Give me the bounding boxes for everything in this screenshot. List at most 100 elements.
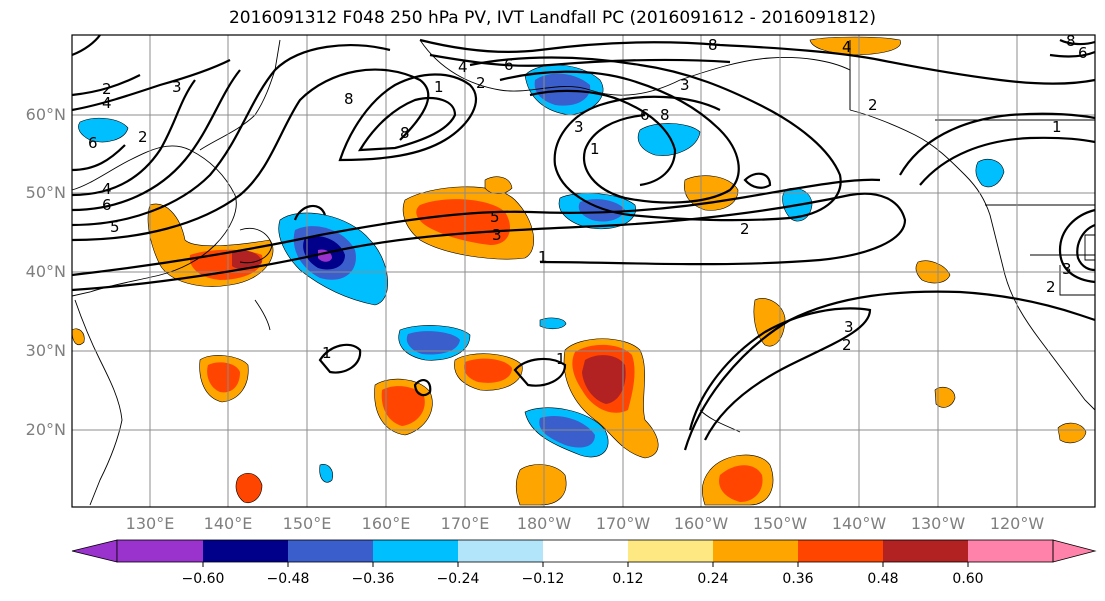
contour-label: 2: [476, 74, 486, 92]
contour-label: 3: [574, 118, 584, 136]
positive-anomaly-region: [809, 36, 901, 56]
colorbar-tick-label: −0.36: [351, 571, 395, 587]
contour-label: 1: [538, 248, 548, 266]
contour-label: 8: [344, 90, 354, 108]
longitude-label: 140°E: [203, 514, 253, 533]
longitude-label: 180°W: [516, 514, 572, 533]
colorbar-extend-high: [1052, 539, 1097, 563]
negative-anomaly-region: [637, 123, 701, 156]
colorbar-segment: [628, 540, 713, 562]
colorbar-tick-label: 0.36: [782, 571, 814, 587]
positive-anomaly-region: [934, 386, 956, 408]
contour-label: 3: [492, 226, 502, 244]
colorbar-tick-label: −0.12: [521, 571, 565, 587]
contour-label: 1: [590, 140, 600, 158]
contour-label: 4: [842, 38, 852, 56]
map-frame: [71, 34, 1096, 508]
colorbar-segment: [373, 540, 458, 562]
pv-anomaly-fills: [71, 36, 1087, 506]
longitude-label: 130°W: [910, 514, 966, 533]
contour-label: 8: [1066, 32, 1076, 50]
contour-label: 6: [102, 196, 112, 214]
contour-label: 8: [660, 106, 670, 124]
negative-anomaly-region: [406, 331, 460, 355]
latitude-label: 50°N: [25, 183, 66, 202]
contour-label: 2: [138, 128, 148, 146]
colorbar-tick-label: 0.12: [612, 571, 644, 587]
colorbar-segment: [458, 540, 543, 562]
positive-anomaly-region: [232, 250, 262, 270]
colorbar-tick-label: 0.60: [952, 571, 984, 587]
colorbar-segment: [203, 540, 288, 562]
colorbar-tick-label: 0.48: [867, 571, 899, 587]
contour-label: 1: [434, 78, 444, 96]
longitude-label: 150°E: [282, 514, 332, 533]
longitude-label: 160°E: [361, 514, 411, 533]
positive-anomaly-region: [207, 362, 240, 393]
contour-label: 8: [400, 124, 410, 142]
latitude-label: 30°N: [25, 341, 66, 360]
positive-anomaly-region: [1057, 422, 1087, 444]
contour-label: 2: [102, 80, 112, 98]
negative-anomaly-region: [534, 73, 591, 106]
colorbar-segment: [883, 540, 968, 562]
colorbar-tick-label: 0.24: [697, 571, 729, 587]
contour-label-group: 2 4 3 6 2 4 6 5 8 8 1 4 2 6 3 1 6 8 3 8 …: [88, 32, 1088, 368]
positive-anomaly-region: [464, 358, 512, 383]
positive-anomaly-region: [416, 199, 510, 245]
colorbar: [71, 539, 1097, 567]
contour-label: 8: [708, 36, 718, 54]
contour-label: 2: [740, 220, 750, 238]
contour-label: 5: [110, 218, 120, 236]
latitude-label: 20°N: [25, 420, 66, 439]
longitude-label: 150°W: [752, 514, 808, 533]
negative-anomaly-region: [319, 464, 333, 483]
colorbar-outline: [116, 539, 1054, 563]
positive-anomaly-region: [719, 465, 763, 502]
colorbar-segment: [713, 540, 798, 562]
positive-anomaly-region: [484, 176, 513, 194]
positive-anomaly-region: [381, 386, 425, 426]
contour-label: 1: [556, 350, 566, 368]
colorbar-extend-low: [71, 539, 118, 563]
colorbar-segment: [798, 540, 883, 562]
negative-anomaly-region: [78, 117, 129, 143]
contour-lines: [71, 34, 1096, 451]
contour-label: 6: [88, 134, 98, 152]
coastlines: [71, 39, 1096, 506]
contour-label: 3: [172, 78, 182, 96]
contour-label: 2: [842, 336, 852, 354]
contour-label: 3: [844, 318, 854, 336]
longitude-label: 130°E: [125, 514, 175, 533]
colorbar-tick-label: −0.24: [436, 571, 480, 587]
colorbar-tick-label: −0.48: [266, 571, 310, 587]
latitude-label: 40°N: [25, 262, 66, 281]
colorbar-segment: [288, 540, 373, 562]
longitude-label: 170°W: [595, 514, 651, 533]
longitude-label: 160°W: [673, 514, 729, 533]
contour-label: 6: [504, 56, 514, 74]
negative-anomaly-region: [539, 415, 595, 448]
colorbar-segment: [117, 540, 203, 562]
positive-anomaly-region: [235, 472, 263, 503]
longitude-label: 140°W: [831, 514, 887, 533]
colorbar-segment: [968, 540, 1053, 562]
longitude-label: 170°E: [440, 514, 490, 533]
contour-label: 6: [640, 106, 650, 124]
map-title: 2016091312 F048 250 hPa PV, IVT Landfall…: [228, 8, 876, 28]
contour-label: 1: [322, 344, 332, 362]
positive-anomaly-region: [71, 328, 85, 345]
contour-label: 2: [868, 96, 878, 114]
contour-label: 1: [1052, 118, 1062, 136]
contour-label: 2: [1046, 278, 1056, 296]
contour-label: 4: [102, 180, 112, 198]
positive-anomaly-region: [582, 355, 626, 404]
colorbar-segment: [543, 540, 628, 562]
contour-label: 4: [102, 94, 112, 112]
positive-anomaly-region: [515, 464, 567, 506]
colorbar-tick-label: −0.60: [181, 571, 225, 587]
contour-label: 6: [1078, 44, 1088, 62]
contour-label: 3: [680, 76, 690, 94]
contour-label: 5: [490, 208, 500, 226]
